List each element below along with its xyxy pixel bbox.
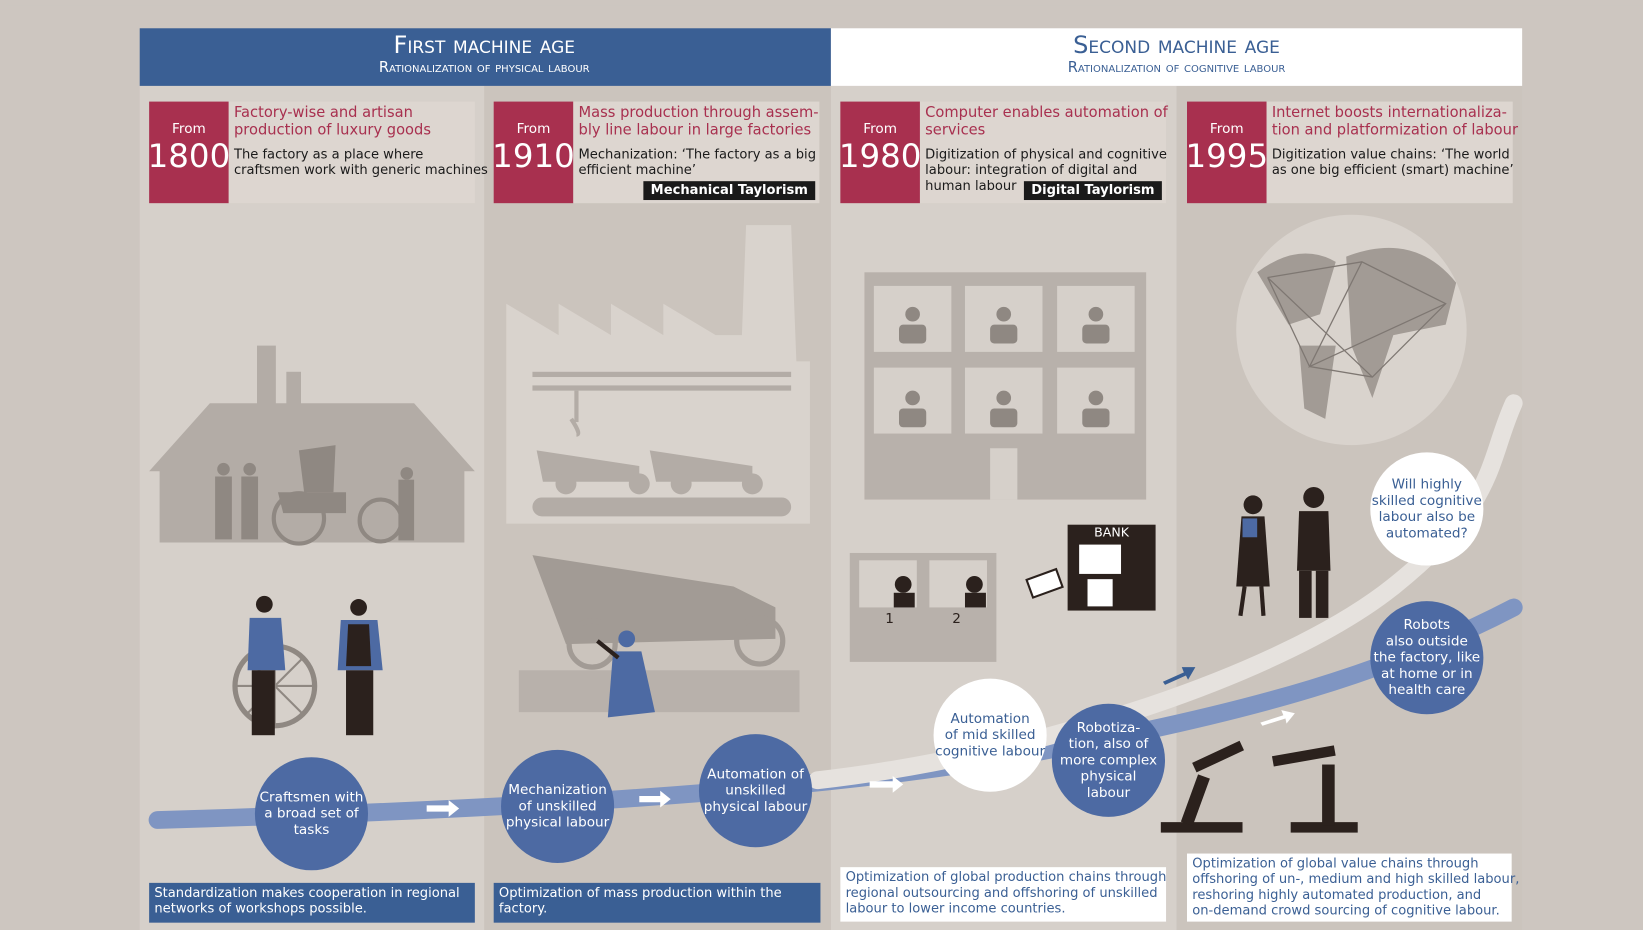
call-center-illustration (850, 553, 997, 662)
bubble-text: more complex (1060, 752, 1157, 768)
header-title: Second machine age (1073, 31, 1280, 59)
bubble-text: also outside (1386, 633, 1468, 649)
bank-label: BANK (1094, 525, 1130, 540)
bubble-text: physical labour (704, 799, 808, 815)
bubble-text: tion, also of (1069, 736, 1150, 752)
note-text: on-demand crowd sourcing of cognitive la… (1192, 904, 1500, 919)
from-label: From (863, 121, 897, 137)
tag: Digital Taylorism (1031, 183, 1154, 198)
bubble-text: automated? (1386, 525, 1468, 541)
bubble-text: health care (1388, 682, 1465, 698)
bubble-text: physical labour (506, 815, 610, 831)
year: 1980 (839, 137, 922, 175)
desk-label: 1 (885, 611, 894, 627)
note-text: Optimization of global production chains… (846, 870, 1167, 885)
note-text: labour to lower income countries. (846, 902, 1066, 917)
era-description: Digitization of physical and cognitive (925, 147, 1167, 162)
bubble-text: a broad set of (264, 806, 360, 822)
era-description: labour: integration of digital and (925, 163, 1137, 178)
bubble-text: Automation (950, 711, 1029, 727)
era-description: The factory as a place where (233, 147, 423, 162)
note-text: offshoring of un-, medium and high skill… (1192, 872, 1519, 887)
era-description: efficient machine’ (579, 163, 697, 178)
page: { "header": { "first": {"title": "First … (0, 0, 1643, 930)
bubble-text: tasks (294, 822, 330, 838)
header-subtitle: Rationalization of physical labour (379, 59, 590, 76)
bubble-text: Robots (1404, 617, 1451, 633)
era-title: bly line labour in large factories (579, 121, 812, 138)
year: 1910 (492, 137, 575, 175)
note-text: reshoring highly automated production, a… (1192, 888, 1481, 903)
bubble-text: Will highly (1392, 477, 1462, 493)
year: 1995 (1186, 137, 1269, 175)
era-title: Mass production through assem- (579, 104, 819, 121)
bubble-text: labour (1087, 785, 1131, 801)
era-title: production of luxury goods (234, 121, 431, 138)
bubble-text: physical (1081, 769, 1137, 785)
office-illustration (864, 272, 1146, 499)
desk-label: 2 (952, 611, 961, 627)
note-text: regional outsourcing and offshoring of u… (846, 886, 1158, 901)
bubble-text: Robotiza- (1077, 720, 1141, 736)
era-title: services (925, 121, 985, 138)
era-description: Digitization value chains: ‘The world (1272, 147, 1510, 162)
header-title: First machine age (394, 31, 576, 59)
bubble-text: cognitive labour (935, 743, 1045, 759)
bubble-text: Mechanization (508, 782, 607, 798)
era-description: Mechanization: ‘The factory as a big (579, 147, 816, 162)
globe-illustration (1236, 215, 1466, 445)
year: 1800 (148, 137, 231, 175)
bubble-text: unskilled (725, 783, 786, 799)
era-title: tion and platformization of labour (1272, 121, 1519, 138)
bubble-text: the factory, like (1374, 650, 1481, 666)
note-text: Optimization of global value chains thro… (1192, 857, 1478, 872)
bubble-text: Automation of (707, 766, 805, 782)
era-title: Factory-wise and artisan (234, 104, 413, 121)
note-text: networks of workshops possible. (154, 902, 367, 917)
era-title: Computer enables automation of (925, 104, 1168, 121)
bubble-text: at home or in (1381, 666, 1473, 682)
bubble-text: Craftsmen with (260, 790, 364, 806)
bubble-text: of unskilled (519, 798, 597, 814)
era-title: Internet boosts internationaliza- (1272, 104, 1507, 121)
note-text: Optimization of mass production within t… (499, 886, 782, 901)
era-description: as one big efficient (smart) machine’ (1272, 163, 1514, 178)
note-text: Standardization makes cooperation in reg… (154, 886, 459, 901)
tag: Mechanical Taylorism (651, 183, 808, 198)
bubble-text: skilled cognitive (1372, 493, 1482, 509)
era-description: human labour (925, 179, 1017, 194)
bubble-text: labour also be (1379, 509, 1476, 525)
era-description: craftsmen work with generic machines (234, 163, 488, 178)
bubble-text: of mid skilled (945, 727, 1036, 743)
from-label: From (1210, 121, 1244, 137)
header-subtitle: Rationalization of cognitive labour (1068, 59, 1286, 76)
from-label: From (517, 121, 551, 137)
from-label: From (172, 121, 206, 137)
infographic: First machine ageRationalization of phys… (0, 0, 1643, 930)
note-text: factory. (499, 902, 547, 917)
